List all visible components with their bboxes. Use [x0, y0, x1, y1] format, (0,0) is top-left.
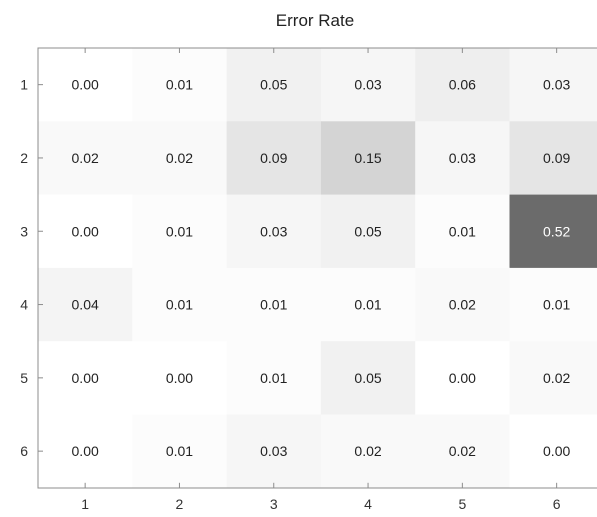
heatmap-cell	[132, 194, 228, 269]
heatmap-cell	[509, 121, 597, 196]
cell-value-labels: 0.00 0.01 0.05 0.03 0.06 0.03 0.02 0.02 0.09 0.15…	[72, 77, 571, 459]
heatmap-cell	[415, 267, 510, 342]
heatmap-cell	[415, 194, 510, 269]
cell-value-label: 0.06	[449, 77, 476, 93]
heatmap-cell	[38, 267, 133, 342]
heatmap-cell	[320, 414, 416, 489]
y-tick-label: 3	[20, 223, 28, 239]
cell-value-label: 0.09	[260, 150, 287, 166]
heatmap-cell	[320, 267, 416, 342]
cell-value-label: 0.03	[449, 150, 476, 166]
y-tick-label: 6	[20, 443, 28, 459]
cell-value-label: 0.01	[543, 297, 570, 313]
heatmap-cell	[38, 414, 133, 489]
cell-value-label: 0.00	[449, 370, 476, 386]
cell-value-label: 0.01	[166, 77, 193, 93]
heatmap-cell	[226, 194, 322, 269]
cell-value-label: 0.00	[166, 370, 193, 386]
cell-value-label: 0.01	[260, 370, 287, 386]
heatmap-cell	[415, 341, 510, 415]
heatmap-cell	[320, 121, 416, 196]
cell-value-label: 0.05	[354, 223, 381, 239]
axis-ticks: 1 2 3 4 5 6 1 2 3 4 5 6	[20, 48, 561, 512]
cell-value-label: 0.03	[260, 223, 287, 239]
cell-value-label: 0.01	[166, 223, 193, 239]
x-tick-label: 4	[364, 496, 372, 512]
cell-value-label: 0.01	[449, 223, 476, 239]
cell-value-label: 0.05	[354, 370, 381, 386]
heatmap-cell	[509, 194, 597, 269]
cell-value-label: 0.02	[449, 443, 476, 459]
heatmap-cell	[320, 48, 416, 122]
heatmap-cell	[226, 341, 322, 415]
y-tick-label: 1	[20, 77, 28, 93]
heatmap-cell	[415, 48, 510, 122]
y-tick-label: 4	[20, 297, 28, 313]
cell-value-label: 0.03	[260, 443, 287, 459]
heatmap-cell	[38, 194, 133, 269]
heatmap-cell	[132, 121, 228, 196]
cell-value-label: 0.01	[166, 443, 193, 459]
heatmap-cell	[509, 48, 597, 122]
cell-value-label: 0.01	[166, 297, 193, 313]
x-tick-label: 5	[458, 496, 466, 512]
cell-value-label: 0.02	[166, 150, 193, 166]
heatmap-cell	[38, 121, 133, 196]
heatmap-cell	[226, 414, 322, 489]
cell-value-label: 0.02	[449, 297, 476, 313]
cell-value-label: 0.00	[72, 77, 99, 93]
heatmap-cell	[226, 48, 322, 122]
heatmap-cells	[38, 48, 597, 489]
heatmap-cell	[226, 267, 322, 342]
heatmap-cell	[38, 341, 133, 415]
y-tick-label: 5	[20, 370, 28, 386]
heatmap-cell	[226, 121, 322, 196]
cell-value-label: 0.02	[543, 370, 570, 386]
heatmap-cell	[132, 267, 228, 342]
heatmap-cell	[509, 267, 597, 342]
cell-value-label: 0.00	[72, 370, 99, 386]
cell-value-label: 0.04	[72, 297, 99, 313]
heatmap-cell	[509, 341, 597, 415]
cell-value-label: 0.00	[543, 443, 570, 459]
cell-value-label: 0.01	[260, 297, 287, 313]
cell-value-label: 0.00	[72, 443, 99, 459]
heatmap-cell	[415, 414, 510, 489]
heatmap-cell	[320, 194, 416, 269]
chart-title: Error Rate	[276, 11, 354, 30]
cell-value-label: 0.03	[354, 77, 381, 93]
x-tick-label: 3	[270, 496, 278, 512]
cell-value-label: 0.02	[354, 443, 381, 459]
cell-value-label: 0.05	[260, 77, 287, 93]
cell-value-label: 0.00	[72, 223, 99, 239]
cell-value-label: 0.52	[543, 223, 570, 239]
cell-value-label: 0.09	[543, 150, 570, 166]
x-tick-label: 1	[81, 496, 89, 512]
heatmap-cell	[132, 48, 228, 122]
cell-value-label: 0.01	[354, 297, 381, 313]
cell-value-label: 0.03	[543, 77, 570, 93]
heatmap-cell	[415, 121, 510, 196]
heatmap-cell	[38, 48, 133, 122]
cell-value-label: 0.02	[72, 150, 99, 166]
plot-frame	[37, 47, 597, 489]
heatmap-cell	[132, 414, 228, 489]
x-tick-label: 6	[553, 496, 561, 512]
cell-value-label: 0.15	[354, 150, 381, 166]
y-tick-label: 2	[20, 150, 28, 166]
x-tick-label: 2	[176, 496, 184, 512]
heatmap-cell	[132, 341, 228, 415]
heatmap-cell	[320, 341, 416, 415]
heatmap-cell	[509, 414, 597, 489]
